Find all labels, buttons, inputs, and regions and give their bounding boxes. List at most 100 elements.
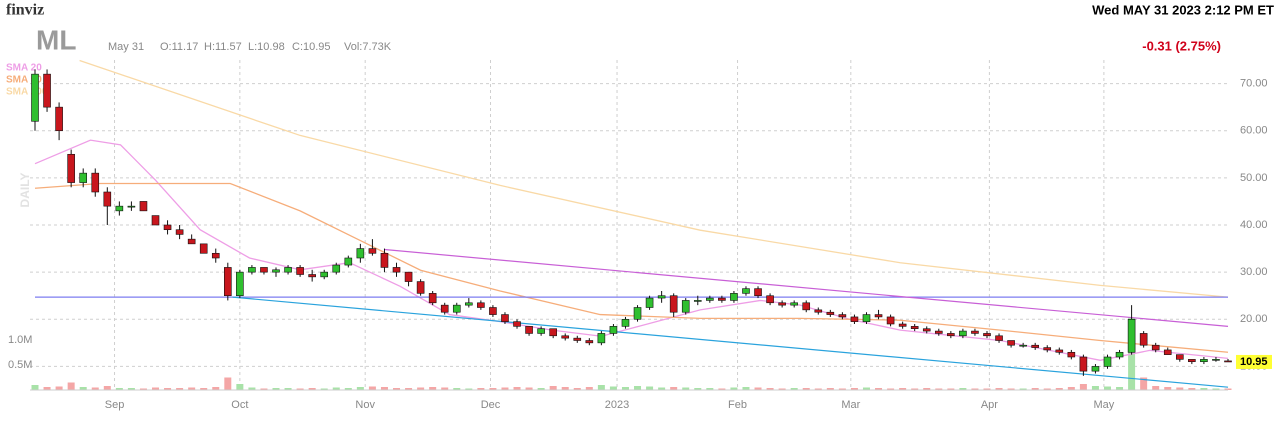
volume-bar xyxy=(127,388,135,390)
candle-body xyxy=(730,293,738,301)
candle-body xyxy=(151,215,160,226)
candle-body xyxy=(1151,344,1160,351)
volume-bar xyxy=(802,388,810,390)
candle-body xyxy=(790,302,798,306)
candle-body xyxy=(1007,340,1015,346)
volume-bar xyxy=(164,388,172,390)
volume-bar xyxy=(501,387,509,390)
volume-bar xyxy=(971,388,979,390)
candle-body xyxy=(332,264,341,273)
volume-bar xyxy=(1031,388,1039,390)
candle-body xyxy=(742,288,750,294)
last-price: 10.95 xyxy=(1240,356,1268,368)
legend-entry: SMA 200 xyxy=(6,87,48,98)
volume-bar xyxy=(887,388,895,390)
volume-bar xyxy=(103,386,111,390)
volume-bar xyxy=(248,387,256,390)
brand: finviz xyxy=(6,2,44,19)
volume-bar xyxy=(200,388,208,390)
price-change: -0.31 (2.75%) xyxy=(1142,38,1221,53)
candle-body xyxy=(971,330,979,334)
candle-body xyxy=(368,248,377,254)
candle-body xyxy=(1212,359,1220,361)
date-label: May 31 xyxy=(108,41,144,53)
x-tick-label: May xyxy=(1093,399,1114,411)
volume-bar xyxy=(31,385,39,390)
candle-body xyxy=(55,106,63,132)
candle-body xyxy=(934,330,943,334)
candle-body xyxy=(754,288,762,297)
trendline xyxy=(232,296,1229,388)
volume-bar xyxy=(67,382,75,390)
volume-bar xyxy=(465,388,473,390)
x-tick-label: Sep xyxy=(105,399,125,411)
volume-bar xyxy=(380,387,388,390)
candle-body xyxy=(874,314,883,318)
volume-bar xyxy=(55,386,63,390)
volume-bar xyxy=(838,388,846,390)
candle-body xyxy=(428,293,437,304)
candle-body xyxy=(1224,360,1232,363)
volume-bar xyxy=(152,387,160,390)
candle-body xyxy=(983,333,991,337)
candle-body xyxy=(886,316,895,325)
volume-bar xyxy=(718,388,726,390)
candle-body xyxy=(1200,359,1208,363)
volume-bar xyxy=(862,387,870,390)
candle-body xyxy=(597,333,606,344)
volume-bar xyxy=(1116,387,1124,390)
legend-entry: SMA 20 xyxy=(6,63,42,74)
candle-body xyxy=(1127,318,1136,353)
x-tick-label: Mar xyxy=(841,399,860,411)
candle-body xyxy=(669,295,678,313)
volume-bar xyxy=(43,387,51,390)
volume-bar xyxy=(91,387,99,390)
volume-bar xyxy=(1091,386,1099,390)
datetime: Wed MAY 31 2023 2:12 PM ET xyxy=(1092,2,1274,17)
candle-body xyxy=(525,326,533,334)
candle-body xyxy=(621,318,630,327)
volume-bar xyxy=(356,387,364,390)
candle-body xyxy=(959,330,967,337)
x-tick-label: 2023 xyxy=(605,399,629,411)
volume-bar xyxy=(537,388,545,390)
candle-body xyxy=(814,309,823,313)
candle-body xyxy=(91,172,100,193)
candle-body xyxy=(1115,351,1124,358)
candle-body xyxy=(440,304,449,313)
y-tick-label: 50.00 xyxy=(1240,172,1268,184)
candle-body xyxy=(585,340,594,344)
candle-body xyxy=(320,271,329,278)
volume-bar xyxy=(272,388,280,390)
volume-bar xyxy=(79,387,87,390)
volume-bar xyxy=(1164,387,1172,390)
sma-line xyxy=(34,139,1229,361)
candle-body xyxy=(489,307,497,315)
candle-body xyxy=(947,333,955,337)
volume-bar xyxy=(1140,377,1148,390)
volume-bar xyxy=(417,387,425,390)
candle-body xyxy=(284,267,292,273)
volume-bar xyxy=(1067,387,1075,390)
candle-body xyxy=(103,191,112,207)
volume-tick-label: 1.0M xyxy=(8,334,32,346)
volume-bar xyxy=(1152,386,1160,390)
volume-bar xyxy=(850,388,858,390)
volume-bar xyxy=(1055,388,1063,390)
candle-body xyxy=(224,267,232,297)
x-tick-label: Apr xyxy=(981,399,998,411)
volume-bar xyxy=(1103,386,1111,390)
volume-bar xyxy=(320,388,328,390)
candle-body xyxy=(778,302,786,306)
volume-bar xyxy=(525,387,533,390)
candle-body xyxy=(501,314,509,322)
candle-body xyxy=(272,269,280,273)
candle-body xyxy=(513,321,521,327)
candle-body xyxy=(766,295,774,304)
timeframe: DAILY xyxy=(18,173,32,208)
candle-body xyxy=(838,314,847,318)
x-tick-label: Nov xyxy=(355,399,375,411)
volume-bar xyxy=(1212,388,1220,390)
candle-body xyxy=(1091,366,1100,372)
y-tick-label: 30.00 xyxy=(1240,266,1268,278)
